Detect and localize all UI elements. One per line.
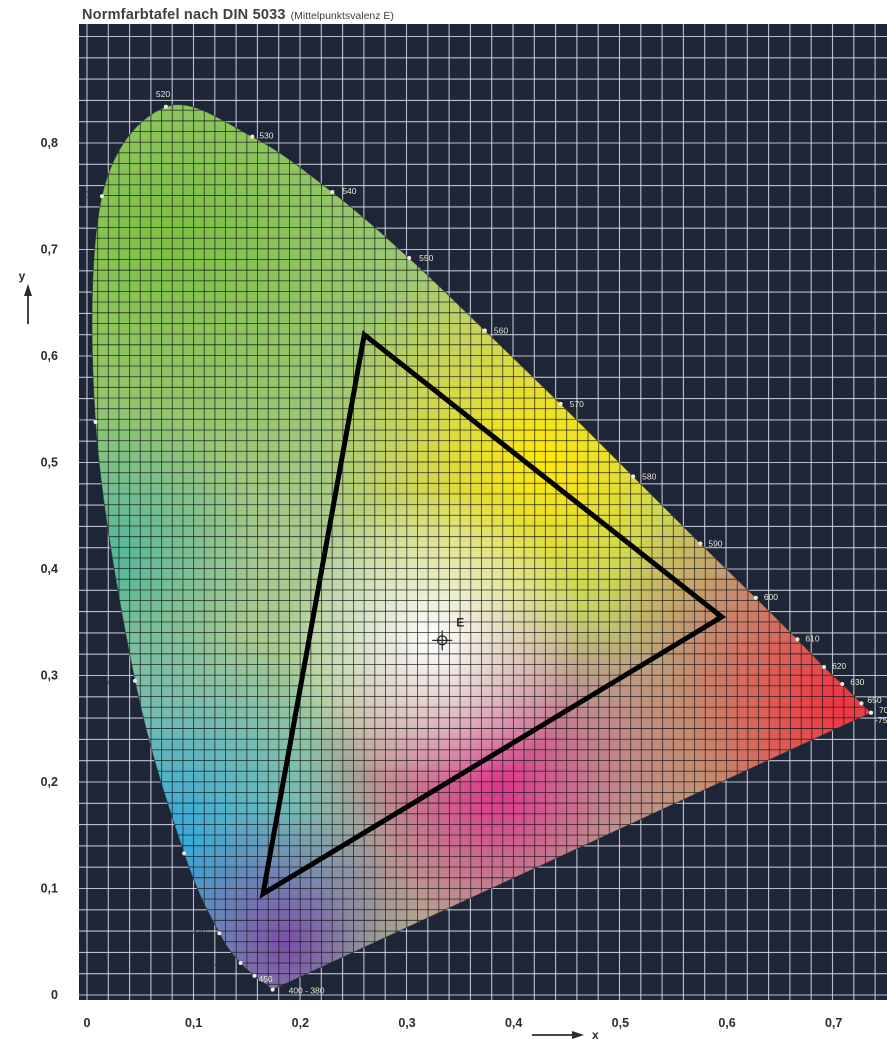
white-point-marker: E: [432, 615, 464, 651]
x-axis-title: x: [592, 1028, 599, 1042]
wavelength-label-610: 610: [805, 633, 819, 643]
wavelength-label-neg750: -750: [875, 715, 887, 725]
wavelength-label-490: 490: [107, 677, 121, 687]
gamut-triangle-outline: [259, 330, 727, 899]
y-axis-arrowhead: [24, 284, 32, 296]
chart-title-row: Normfarbtafel nach DIN 5033 (Mittelpunkts…: [82, 6, 394, 28]
x-tick-label: 0,4: [505, 1016, 522, 1030]
locus-point: [99, 194, 104, 199]
y-tick-label: 0,5: [41, 456, 58, 470]
wavelength-label-510: 510: [75, 189, 89, 199]
locus-point: [238, 961, 243, 966]
locus-point: [753, 595, 758, 600]
y-tick-label: 0,3: [41, 669, 58, 683]
wavelength-label-530: 530: [259, 131, 273, 141]
chart-title: Normfarbtafel nach DIN 5033: [82, 7, 286, 23]
x-tick-label: 0,3: [398, 1016, 415, 1030]
wavelength-label-560: 560: [494, 325, 508, 335]
left-margin: [0, 0, 79, 1042]
wavelength-label-590: 590: [708, 538, 722, 548]
x-tick-label: 0,7: [825, 1016, 842, 1030]
locus-point: [163, 104, 168, 109]
locus-point: [631, 474, 636, 479]
locus-point: [250, 134, 255, 139]
wavelength-label-550: 550: [419, 253, 433, 263]
x-tick-label: 0: [84, 1016, 91, 1030]
wavelength-label-470: 470: [192, 927, 206, 937]
y-tick-label: 0,7: [41, 243, 58, 257]
locus-point: [133, 678, 138, 683]
locus-point: [698, 541, 703, 546]
locus-point: [859, 701, 864, 706]
locus-point: [407, 256, 412, 261]
locus-point: [93, 420, 98, 425]
x-tick-label: 0,5: [612, 1016, 629, 1030]
wavelength-label-580: 580: [642, 471, 656, 481]
locus-point: [869, 710, 874, 715]
wavelength-label-570: 570: [570, 399, 584, 409]
locus-point: [840, 682, 845, 687]
wavelength-label-520: 520: [156, 89, 170, 99]
x-tick-label: 0,1: [185, 1016, 202, 1030]
gamut-triangle: [259, 330, 727, 899]
wavelength-label-700: 700: [879, 705, 887, 715]
locus-point: [270, 987, 275, 992]
x-tick-label: 0,6: [718, 1016, 735, 1030]
y-tick-label: 0,6: [41, 349, 58, 363]
wavelength-label-480: 480: [154, 849, 168, 859]
wavelength-labels: 400 - 3804504604704804905005105205305405…: [70, 89, 887, 996]
y-tick-label: 0: [51, 988, 58, 1002]
locus-point: [822, 664, 827, 669]
wavelength-label-620: 620: [832, 661, 846, 671]
locus-point: [252, 973, 257, 978]
locus-point: [482, 328, 487, 333]
y-axis-tick-labels: 0 0,1 0,2 0,3 0,4 0,5 0,6 0,7 0,8: [41, 136, 58, 1002]
chart-subtitle: (Mittelpunktsvalenz E): [290, 10, 394, 22]
locus-point: [217, 931, 222, 936]
y-tick-label: 0,2: [41, 775, 58, 789]
x-axis-arrowhead: [572, 1031, 584, 1039]
x-axis-tick-labels: 0 0,1 0,2 0,3 0,4 0,5 0,6 0,7: [84, 1016, 843, 1030]
wavelength-label-630: 630: [850, 677, 864, 687]
wavelength-label-450: 450: [258, 974, 272, 984]
x-axis-title-group: x: [532, 1028, 599, 1042]
y-tick-label: 0,4: [41, 562, 58, 576]
y-axis-title-group: y: [19, 269, 32, 324]
locus-point: [795, 637, 800, 642]
spectral-locus-markers: [93, 104, 874, 992]
locus-point: [182, 851, 187, 856]
white-point-label: E: [456, 615, 464, 629]
bottom-margin: [0, 1000, 887, 1042]
wavelength-label-600: 600: [764, 592, 778, 602]
x-tick-label: 0,2: [292, 1016, 309, 1030]
wavelength-label-540: 540: [342, 186, 356, 196]
y-tick-label: 0,1: [41, 882, 58, 896]
wavelength-label-460: 460: [215, 959, 229, 969]
y-tick-label: 0,8: [41, 136, 58, 150]
wavelength-label-400neg380: 400 - 380: [289, 986, 325, 996]
wavelength-label-650: 650: [867, 695, 881, 705]
locus-point: [330, 189, 335, 194]
locus-point: [558, 401, 563, 406]
y-axis-title: y: [19, 269, 26, 283]
